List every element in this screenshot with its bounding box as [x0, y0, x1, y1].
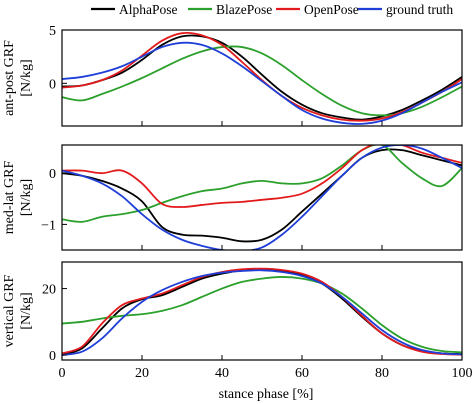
plot-frame [61, 261, 463, 361]
x-axis-label: stance phase [%] [219, 387, 314, 402]
y-axis-label: med-lat GRF [2, 161, 17, 235]
y-tick-label: 0 [49, 349, 56, 364]
panel-1: 0 5 ant-post GRF [N/kg] [2, 24, 463, 127]
series-line-openpose [62, 145, 462, 208]
x-tick-label: 20 [135, 366, 149, 381]
legend-entry: ground truth [358, 2, 453, 17]
series-line-ground-truth [62, 145, 462, 250]
legend-entry: AlphaPose [91, 2, 178, 17]
x-tick-label: 60 [295, 366, 309, 381]
y-axis-label: vertical GRF [2, 274, 17, 347]
y-tick-label: 0 [49, 77, 56, 92]
legend-label: ground truth [386, 2, 453, 17]
y-tick-label: −1 [41, 218, 56, 233]
y-axis-unit: [N/kg] [19, 59, 34, 96]
x-axis: 0 20 40 60 80 100 [59, 366, 473, 381]
series-group [62, 145, 462, 250]
x-tick-label: 40 [215, 366, 229, 381]
legend-entry: BlazePose [188, 2, 272, 17]
series-line-openpose [62, 31, 462, 122]
y-axis-unit: [N/kg] [19, 179, 34, 216]
x-tick-label: 0 [59, 366, 66, 381]
series-line-alphapose [62, 34, 462, 121]
panel-2: −1 0 med-lat GRF [N/kg] [2, 144, 463, 251]
legend: AlphaPose BlazePose OpenPose ground truth [91, 2, 453, 17]
plot-frame [61, 144, 463, 251]
series-line-ground-truth [62, 41, 462, 125]
series-line-blazepose [62, 145, 462, 223]
y-axis-label: ant-post GRF [2, 40, 17, 116]
x-tick-label: 80 [375, 366, 389, 381]
series-line-ground-truth [62, 269, 462, 356]
y-tick-label: 0 [49, 167, 56, 182]
plot-frame [61, 29, 463, 127]
legend-label: BlazePose [216, 2, 272, 17]
legend-label: OpenPose [304, 2, 359, 17]
x-tick-label: 100 [452, 366, 473, 381]
panel-3: 0 20 vertical GRF [N/kg] [2, 261, 463, 364]
series-group [62, 31, 462, 125]
y-tick-label: 5 [49, 24, 56, 39]
legend-label: AlphaPose [119, 2, 178, 17]
legend-entry: OpenPose [276, 2, 359, 17]
series-line-alphapose [62, 148, 462, 243]
series-group [62, 267, 462, 356]
series-line-openpose [62, 267, 462, 356]
y-tick-label: 20 [42, 283, 56, 298]
series-line-blazepose [62, 276, 462, 354]
y-axis-unit: [N/kg] [19, 292, 34, 329]
